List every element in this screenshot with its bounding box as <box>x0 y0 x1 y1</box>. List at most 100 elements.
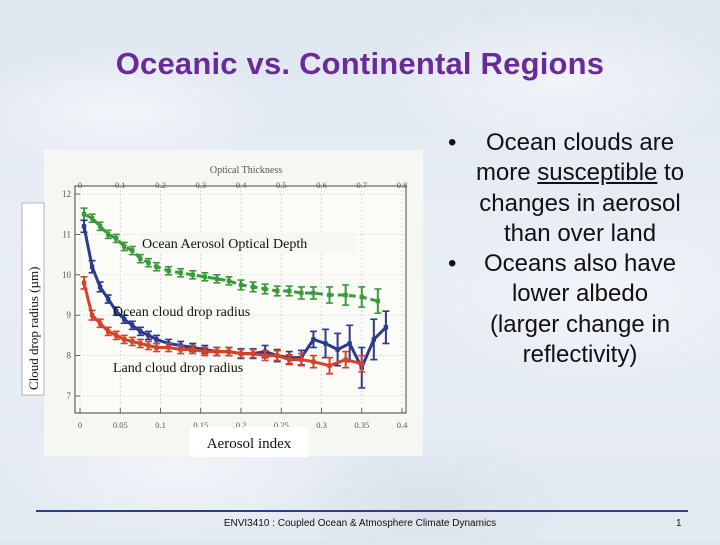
y-tick-label: 11 <box>62 229 71 239</box>
data-point <box>166 345 171 350</box>
x-tick-label: 0.3 <box>316 420 327 430</box>
x-tick-label: 0.15 <box>193 420 208 430</box>
top-tick-label: 0.3 <box>195 180 206 190</box>
bullet-list: • Ocean clouds are more susceptible to c… <box>446 128 686 370</box>
data-point <box>105 296 111 302</box>
data-point <box>154 337 159 342</box>
ylabel-box <box>21 202 45 396</box>
data-point <box>166 268 171 273</box>
data-point <box>130 323 135 328</box>
top-tick-label: 0 <box>78 180 82 190</box>
data-point <box>138 329 143 334</box>
x-tick-label: 0.2 <box>236 420 247 430</box>
chart-series <box>80 207 390 389</box>
data-point <box>250 284 256 290</box>
x-axis-label: Aerosol index <box>207 436 292 452</box>
top-axis-label: Optical Thickness <box>210 165 282 176</box>
x-tick-label: 0 <box>78 420 82 430</box>
data-point <box>130 248 135 253</box>
annotation-land-radius: Land cloud drop radius <box>113 361 243 376</box>
data-point <box>311 359 316 364</box>
data-point <box>299 290 304 296</box>
data-point <box>311 290 316 296</box>
data-point <box>347 341 352 346</box>
data-point <box>238 282 244 288</box>
data-point <box>154 264 159 269</box>
data-point <box>262 286 268 292</box>
data-point <box>275 353 280 358</box>
data-point <box>190 272 195 277</box>
data-point <box>275 288 280 294</box>
x-tick-label: 0.05 <box>113 420 128 430</box>
data-point <box>287 288 292 294</box>
data-point <box>130 339 135 344</box>
series-line <box>83 212 379 303</box>
data-point <box>154 345 159 350</box>
series-ocean-aerosol-optical-depth <box>80 207 382 314</box>
top-tick-label: 0.5 <box>276 180 287 190</box>
plot-border <box>74 185 407 414</box>
top-tick-label: 0.1 <box>115 180 126 190</box>
data-point <box>335 347 340 352</box>
bullet-1-text-post: to changes in aerosol than over land <box>479 159 685 247</box>
x-tick-label: 0.25 <box>274 420 289 430</box>
data-point <box>97 224 103 229</box>
data-point <box>81 212 87 217</box>
data-point <box>138 341 143 346</box>
footer-divider <box>36 510 688 512</box>
data-point <box>327 292 332 298</box>
data-point <box>146 343 151 348</box>
data-point <box>122 317 127 322</box>
top-tick-label: 0.8 <box>397 180 408 190</box>
data-point <box>178 347 183 352</box>
bullet-1-underlined: susceptible <box>537 159 658 187</box>
data-point <box>287 357 292 362</box>
data-point <box>105 232 111 237</box>
data-point <box>383 325 389 330</box>
data-point <box>371 337 377 342</box>
data-point <box>214 276 220 282</box>
bullet-1-text-pre: Ocean clouds are more <box>475 129 675 187</box>
data-point <box>202 274 207 280</box>
data-point <box>138 256 143 261</box>
page-number: 1 <box>676 518 682 529</box>
data-point <box>323 341 328 346</box>
top-tick-label: 0.7 <box>356 180 367 190</box>
x-tick-label: 0.4 <box>397 420 408 430</box>
data-point <box>226 349 232 354</box>
bullet-2-text: Oceans also have lower albedo (larger ch… <box>483 250 677 369</box>
data-point <box>214 349 220 354</box>
y-tick-label: 12 <box>62 189 71 199</box>
x-tick-label: 0.1 <box>155 420 166 430</box>
data-point <box>105 329 111 334</box>
data-point <box>311 337 316 342</box>
top-tick-label: 0.4 <box>236 180 247 190</box>
chart-svg: 0 0 0.05 0.1 0.1 0.2 0.15 0.3 0.2 0.4 0.25 0.5 0.3 0.… <box>21 150 423 457</box>
data-point <box>250 351 256 356</box>
top-tick-label: 0.6 <box>316 180 327 190</box>
data-point <box>89 264 95 269</box>
data-point <box>226 278 232 284</box>
data-point <box>359 361 364 366</box>
x-tick-label: 0.35 <box>354 420 369 430</box>
y-axis-label: Cloud drop radius (µm) <box>26 267 41 390</box>
data-point <box>238 351 244 356</box>
data-point <box>89 313 95 318</box>
data-point <box>327 363 332 368</box>
data-point <box>343 357 348 362</box>
xlabel-box <box>190 427 308 457</box>
bullet-dot-icon: • <box>448 129 457 156</box>
annotation-ocean-radius: Ocean cloud drop radius <box>113 305 250 320</box>
slide-title: Oceanic vs. Continental Regions <box>115 46 605 81</box>
data-point <box>122 337 127 342</box>
data-point <box>114 308 119 314</box>
data-point <box>97 321 103 326</box>
bullet-item-2: • Oceans also have lower albedo (larger … <box>446 249 686 370</box>
data-point <box>114 333 119 338</box>
y-tick-label: 10 <box>62 270 72 280</box>
data-point <box>122 244 127 249</box>
data-point <box>146 260 151 265</box>
data-point <box>190 347 195 352</box>
footer-text: ENVI3410 : Coupled Ocean & Atmosphere Cl… <box>223 518 497 529</box>
bullet-dot-icon: • <box>448 250 457 278</box>
